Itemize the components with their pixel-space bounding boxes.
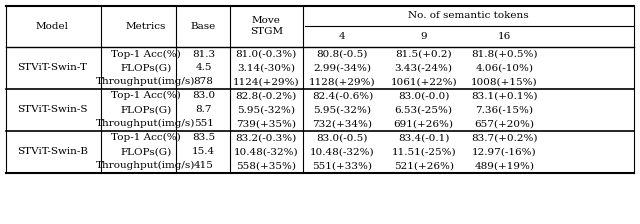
Text: 82.8(-0.2%): 82.8(-0.2%): [236, 91, 297, 100]
Text: 657(+20%): 657(+20%): [474, 119, 534, 128]
Text: 2.99(-34%): 2.99(-34%): [314, 63, 371, 73]
Text: FLOPs(G): FLOPs(G): [120, 147, 172, 156]
Text: 489(+19%): 489(+19%): [474, 161, 534, 170]
Text: 1124(+29%): 1124(+29%): [233, 78, 300, 86]
Text: 1061(+22%): 1061(+22%): [390, 78, 457, 86]
Text: FLOPs(G): FLOPs(G): [120, 63, 172, 73]
Text: 83.0(-0.5): 83.0(-0.5): [317, 133, 368, 142]
Text: Throughput(img/s): Throughput(img/s): [96, 119, 196, 128]
Text: Move
STGM: Move STGM: [250, 16, 283, 36]
Text: Top-1 Acc(%): Top-1 Acc(%): [111, 91, 180, 100]
Text: 82.4(-0.6%): 82.4(-0.6%): [312, 91, 373, 100]
Text: 83.2(-0.3%): 83.2(-0.3%): [236, 133, 297, 142]
Text: 83.0: 83.0: [192, 91, 215, 100]
Text: 691(+26%): 691(+26%): [394, 119, 454, 128]
Text: 3.14(-30%): 3.14(-30%): [237, 63, 295, 73]
Text: 80.8(-0.5): 80.8(-0.5): [317, 50, 368, 58]
Text: 551: 551: [193, 119, 214, 128]
Text: 10.48(-32%): 10.48(-32%): [310, 147, 374, 156]
Text: 558(+35%): 558(+35%): [236, 161, 296, 170]
Text: FLOPs(G): FLOPs(G): [120, 105, 172, 114]
Text: 5.95(-32%): 5.95(-32%): [237, 105, 295, 114]
Text: Model: Model: [36, 22, 69, 31]
Text: 521(+26%): 521(+26%): [394, 161, 454, 170]
Text: 4.06(-10%): 4.06(-10%): [476, 63, 533, 73]
Text: 83.7(+0.2%): 83.7(+0.2%): [471, 133, 538, 142]
Text: 4: 4: [339, 32, 346, 41]
Text: 1128(+29%): 1128(+29%): [309, 78, 376, 86]
Text: 1008(+15%): 1008(+15%): [471, 78, 538, 86]
Text: 5.95(-32%): 5.95(-32%): [314, 105, 371, 114]
Text: No. of semantic tokens: No. of semantic tokens: [408, 11, 529, 20]
Text: 739(+35%): 739(+35%): [236, 119, 296, 128]
Text: 81.5(+0.2): 81.5(+0.2): [396, 50, 452, 58]
Text: 81.0(-0.3%): 81.0(-0.3%): [236, 50, 297, 58]
Text: 83.0(-0.0): 83.0(-0.0): [398, 91, 449, 100]
Text: 15.4: 15.4: [192, 147, 215, 156]
Text: 551(+33%): 551(+33%): [312, 161, 372, 170]
Text: Throughput(img/s): Throughput(img/s): [96, 161, 196, 170]
Text: Top-1 Acc(%): Top-1 Acc(%): [111, 133, 180, 142]
Text: 4.5: 4.5: [195, 63, 212, 73]
Text: Metrics: Metrics: [125, 22, 166, 31]
Text: 9: 9: [420, 32, 427, 41]
Text: 12.97(-16%): 12.97(-16%): [472, 147, 536, 156]
Text: 10.48(-32%): 10.48(-32%): [234, 147, 298, 156]
Text: 83.4(-0.1): 83.4(-0.1): [398, 133, 449, 142]
Text: STViT-Swin-B: STViT-Swin-B: [17, 147, 88, 156]
Text: 81.3: 81.3: [192, 50, 215, 58]
Text: Top-1 Acc(%): Top-1 Acc(%): [111, 50, 180, 59]
Text: 83.1(+0.1%): 83.1(+0.1%): [471, 91, 538, 100]
Text: STViT-Swin-T: STViT-Swin-T: [17, 63, 88, 73]
Text: 8.7: 8.7: [195, 105, 212, 114]
Text: 415: 415: [193, 161, 214, 170]
Text: 81.8(+0.5%): 81.8(+0.5%): [471, 50, 538, 58]
Text: 732(+34%): 732(+34%): [312, 119, 372, 128]
Text: 3.43(-24%): 3.43(-24%): [395, 63, 452, 73]
Text: 878: 878: [193, 78, 214, 86]
Text: Base: Base: [191, 22, 216, 31]
Text: STViT-Swin-S: STViT-Swin-S: [17, 105, 88, 114]
Text: 6.53(-25%): 6.53(-25%): [395, 105, 452, 114]
Text: 83.5: 83.5: [192, 133, 215, 142]
Text: 7.36(-15%): 7.36(-15%): [476, 105, 533, 114]
Text: Throughput(img/s): Throughput(img/s): [96, 77, 196, 86]
Text: 16: 16: [498, 32, 511, 41]
Text: 11.51(-25%): 11.51(-25%): [392, 147, 456, 156]
